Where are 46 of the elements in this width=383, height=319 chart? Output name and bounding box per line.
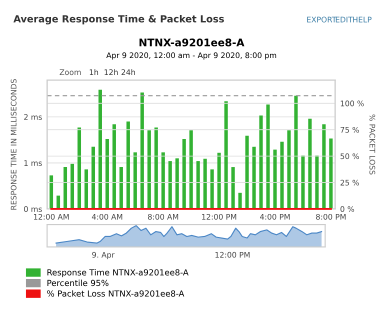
bar bbox=[245, 136, 249, 209]
bar bbox=[259, 116, 263, 209]
bar bbox=[147, 130, 151, 209]
legend-label: Percentile 95% bbox=[47, 280, 108, 286]
bar bbox=[294, 96, 298, 209]
bar bbox=[182, 138, 186, 209]
bar bbox=[154, 127, 158, 209]
chart-title: NTNX-a9201ee8-A bbox=[140, 38, 244, 46]
bar bbox=[287, 130, 291, 209]
bar bbox=[105, 138, 109, 209]
bar bbox=[280, 142, 284, 209]
bar bbox=[84, 169, 88, 209]
bar bbox=[231, 167, 235, 209]
bar bbox=[56, 196, 60, 209]
bar bbox=[329, 138, 333, 209]
bar bbox=[203, 158, 207, 209]
bar bbox=[161, 152, 165, 209]
bar bbox=[315, 156, 319, 209]
bar bbox=[224, 101, 228, 209]
bar bbox=[140, 92, 144, 209]
bar bbox=[168, 161, 172, 209]
legend-label: % Packet Loss NTNX-a9201ee8-A bbox=[47, 290, 184, 297]
bar bbox=[189, 130, 193, 209]
bar bbox=[252, 146, 256, 209]
bar bbox=[301, 156, 305, 209]
bar bbox=[273, 150, 277, 209]
bar bbox=[98, 90, 102, 209]
bar bbox=[196, 161, 200, 209]
bar bbox=[112, 124, 116, 209]
bar bbox=[217, 152, 221, 209]
bar bbox=[238, 192, 242, 209]
bar bbox=[266, 104, 270, 209]
bar bbox=[70, 164, 74, 209]
bar bbox=[175, 158, 179, 209]
bar bbox=[133, 152, 137, 209]
legend-label: Response Time NTNX-a9201ee8-A bbox=[47, 269, 189, 278]
text: Average Response Time & Packet Loss bbox=[13, 14, 224, 24]
bar bbox=[92, 146, 95, 209]
bar bbox=[322, 124, 326, 209]
bar bbox=[119, 167, 123, 209]
bar bbox=[126, 121, 130, 209]
bar bbox=[50, 175, 54, 209]
bar bbox=[308, 118, 312, 209]
bar bbox=[210, 169, 214, 209]
bar bbox=[78, 127, 82, 209]
bar bbox=[64, 167, 68, 209]
